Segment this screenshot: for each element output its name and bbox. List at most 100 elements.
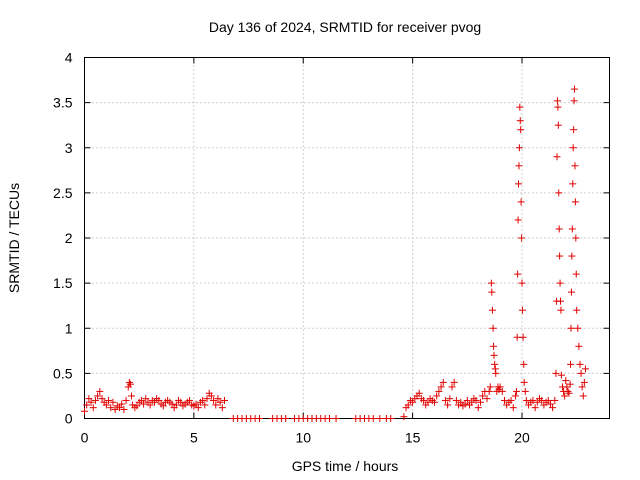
data-point [146, 401, 154, 409]
data-point [538, 396, 546, 404]
data-point [546, 400, 554, 408]
data-point [369, 415, 377, 422]
data-point [89, 404, 97, 412]
y-tick-label: 0.5 [53, 365, 73, 381]
data-point [490, 342, 498, 350]
data-point [567, 360, 575, 368]
data-point [212, 401, 220, 409]
data-point [437, 383, 445, 391]
data-point [441, 396, 449, 404]
data-point [518, 279, 526, 287]
data-point [515, 144, 523, 152]
data-point [555, 189, 563, 197]
data-point [444, 401, 452, 409]
data-point [468, 398, 476, 406]
data-point [571, 198, 579, 206]
plot-frame [84, 57, 610, 419]
data-point [571, 162, 579, 170]
data-point [562, 377, 570, 385]
grid-lines [84, 57, 610, 419]
y-axis-label: SRMTID / TECUs [6, 183, 22, 293]
x-tick-label: 5 [190, 430, 198, 446]
data-point [489, 324, 497, 332]
data-point [199, 396, 207, 404]
data-point [554, 103, 562, 111]
data-point [83, 401, 91, 409]
data-point [326, 415, 333, 422]
data-point [446, 395, 454, 403]
data-point [120, 405, 128, 413]
data-point [511, 392, 519, 400]
x-tick-label: 20 [514, 430, 530, 446]
data-point [490, 351, 498, 359]
data-point [452, 396, 460, 404]
data-point [492, 369, 500, 377]
data-point [566, 380, 574, 388]
data-points [81, 85, 589, 422]
data-point [575, 342, 583, 350]
data-point [186, 396, 193, 404]
data-point [409, 398, 417, 406]
data-point [514, 216, 522, 224]
data-point [483, 395, 491, 403]
data-point [214, 395, 222, 403]
data-point [496, 383, 504, 391]
data-point [98, 395, 106, 403]
data-point [256, 415, 263, 422]
data-point [485, 387, 493, 395]
axis-ticks: 0 5 10 15 20 0 0.5 1 1.5 2 2.5 3 3.5 4 [53, 50, 610, 446]
y-tick-label: 1.5 [53, 275, 73, 291]
data-point [107, 404, 115, 412]
data-point [569, 144, 577, 152]
data-point [102, 401, 110, 409]
data-point [551, 396, 559, 404]
data-point [498, 387, 506, 395]
data-point [177, 398, 185, 406]
data-point [514, 270, 522, 278]
data-point [404, 401, 412, 409]
data-point [450, 378, 458, 386]
data-point [507, 396, 515, 404]
data-point [564, 387, 572, 395]
data-point [568, 252, 576, 260]
data-point [474, 404, 482, 412]
data-point [517, 198, 525, 206]
data-point [520, 360, 528, 368]
data-point [577, 369, 585, 377]
data-point [435, 387, 443, 395]
data-point [486, 383, 494, 391]
data-point [192, 400, 200, 408]
data-point [476, 398, 484, 406]
data-point [142, 395, 150, 403]
data-point [561, 392, 569, 400]
data-point [518, 306, 526, 314]
data-point [94, 392, 102, 400]
data-point [415, 389, 423, 397]
x-axis-label: GPS time / hours [292, 458, 399, 474]
data-point [210, 396, 218, 404]
data-point [554, 121, 562, 129]
data-point [472, 396, 480, 404]
data-point [557, 297, 564, 305]
data-point [501, 396, 508, 404]
data-point [571, 85, 578, 93]
data-point [517, 126, 525, 134]
data-point [488, 306, 496, 314]
data-point [387, 415, 395, 422]
data-point [85, 395, 93, 403]
data-point [529, 396, 537, 404]
data-point [552, 369, 560, 377]
data-point [159, 402, 167, 410]
data-point [81, 407, 88, 415]
data-point [140, 400, 148, 408]
data-point [519, 333, 527, 341]
data-point [194, 404, 202, 412]
data-point [516, 117, 524, 125]
y-tick-label: 4 [65, 50, 73, 66]
data-point [557, 306, 565, 314]
data-point [570, 126, 578, 134]
data-point [487, 279, 495, 287]
data-point [509, 404, 517, 412]
data-point [221, 396, 228, 404]
